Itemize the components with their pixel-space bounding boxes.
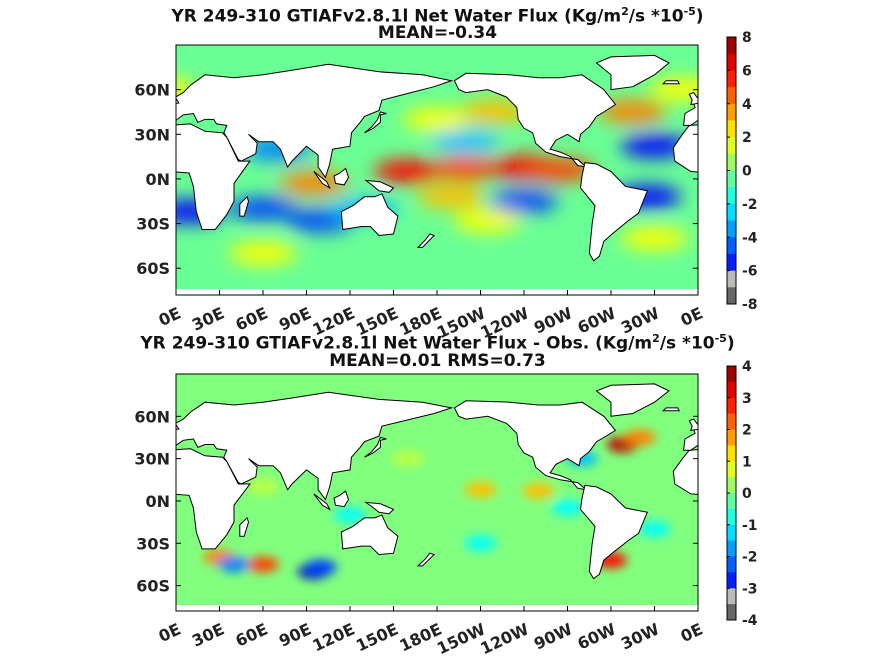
land-new-guinea xyxy=(364,179,395,193)
y-tick-label: 30S xyxy=(136,215,170,234)
land-madagascar xyxy=(239,195,250,217)
land-madagascar xyxy=(762,197,771,216)
chart-2-subtitle: MEAN=0.01 RMS=0.73 xyxy=(329,351,546,371)
colorbar-segment xyxy=(727,103,736,121)
colorbar-tick-label: -4 xyxy=(742,230,758,246)
y-tick-label: 0N xyxy=(145,170,170,189)
colorbar-segment xyxy=(727,137,736,155)
colorbar-segment xyxy=(727,170,736,188)
colorbar-segment xyxy=(727,120,736,138)
colorbar-tick-label: 2 xyxy=(742,130,752,146)
colorbar-segment xyxy=(727,187,736,205)
land-sumatra xyxy=(836,172,852,188)
chart-2-title: YR 249-310 GTIAFv2.8.1l Net Water Flux -… xyxy=(140,332,735,354)
anomaly-blob xyxy=(432,156,500,181)
chart-1-title: YR 249-310 GTIAFv2.8.1l Net Water Flux (… xyxy=(171,5,704,27)
land-uk xyxy=(176,97,180,104)
colorbar-segment xyxy=(727,70,736,88)
colorbar-tick-label: -8 xyxy=(742,297,758,313)
anomaly-blob xyxy=(229,241,297,266)
anomaly-blob xyxy=(403,107,471,132)
anomaly-blob xyxy=(649,77,698,102)
land-eurasia xyxy=(176,63,454,179)
colorbar-segment xyxy=(727,87,736,105)
anomaly-blob xyxy=(620,134,689,159)
colorbar-tick-label: 4 xyxy=(742,97,752,113)
land-eurasia xyxy=(682,96,698,126)
colorbar-segment xyxy=(727,153,736,171)
anomaly-blob xyxy=(432,129,500,154)
anomaly-blob xyxy=(279,171,348,196)
colorbar-tick-label: 8 xyxy=(742,30,752,46)
colorbar-segment xyxy=(727,270,736,288)
colorbar-segment xyxy=(727,287,736,305)
colorbar-segment xyxy=(727,203,736,222)
anomaly-blob xyxy=(229,196,297,221)
land-japan xyxy=(364,111,387,134)
chart-1-subtitle: MEAN=-0.34 xyxy=(377,23,498,43)
colorbar-segment xyxy=(727,37,736,55)
x-tick-label: 0E xyxy=(156,303,184,330)
colorbar-segment xyxy=(727,53,736,71)
colorbar-segment xyxy=(727,253,736,272)
anomaly-blob xyxy=(374,159,442,184)
colorbar-segment xyxy=(727,237,736,255)
land-mask xyxy=(176,54,875,262)
land-sumatra xyxy=(313,171,331,190)
anomaly-blob xyxy=(490,189,558,214)
colorbar-tick-label: 6 xyxy=(742,63,752,79)
land-new-zealand xyxy=(416,233,436,248)
map-field xyxy=(176,45,875,295)
land-borneo xyxy=(856,169,870,185)
land-iceland xyxy=(662,80,681,85)
anomaly-blob xyxy=(461,99,529,124)
y-tick-label: 30N xyxy=(134,125,170,144)
land-australia xyxy=(863,194,875,236)
land-south-america xyxy=(579,162,648,262)
colorbar-tick-label: -2 xyxy=(742,197,758,213)
x-tick-label: 0E xyxy=(678,303,706,330)
anomaly-blob xyxy=(417,184,486,209)
anomaly-blob xyxy=(598,99,667,124)
colorbar-tick-label: -6 xyxy=(742,264,758,280)
colorbar-segment xyxy=(727,220,736,238)
colorbar-tick-label: 0 xyxy=(742,164,752,180)
y-tick-label: 60S xyxy=(136,259,170,278)
anomaly-blob xyxy=(453,208,522,233)
anomaly-blob xyxy=(620,226,689,251)
land-uk xyxy=(688,92,698,106)
land-africa xyxy=(672,124,698,173)
land-africa xyxy=(176,123,251,230)
land-greenland xyxy=(595,54,670,91)
land-australia xyxy=(340,193,399,237)
y-tick-label: 60N xyxy=(134,81,170,100)
land-borneo xyxy=(333,167,350,186)
land-north-america xyxy=(453,72,617,168)
